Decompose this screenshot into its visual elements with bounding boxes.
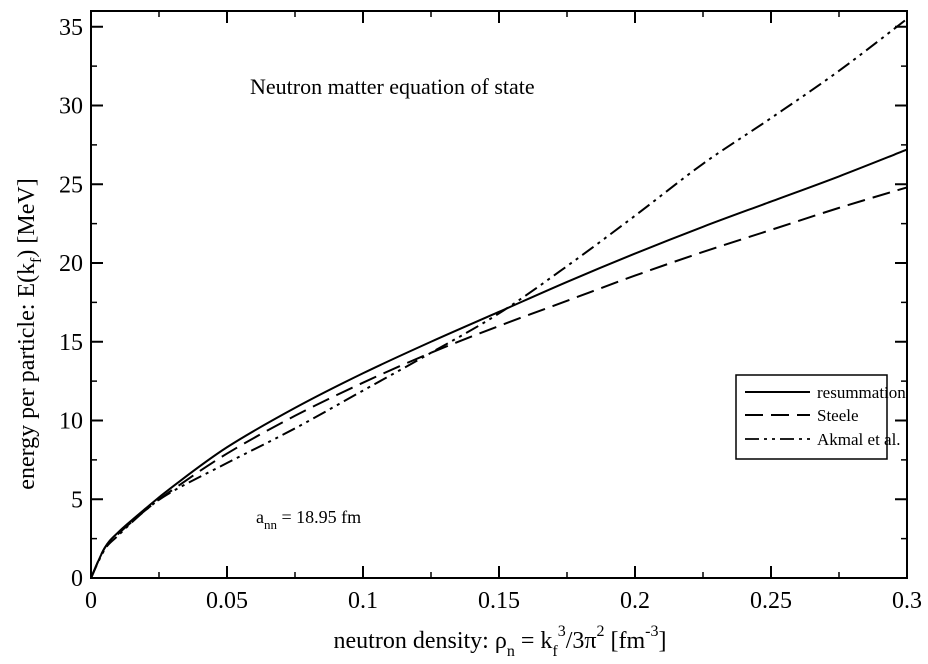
series-layer: [90, 18, 908, 579]
x-tick-label: 0.15: [478, 588, 520, 614]
legend-label-steele: Steele: [817, 406, 859, 425]
chart-title: Neutron matter equation of state: [250, 74, 535, 99]
legend: resummation Steele Akmal et al.: [735, 374, 906, 460]
y-tick-label: 30: [59, 94, 83, 120]
ticks-layer: 0 0.05 0.1 0.15 0.2 0.25 0.3 0 5 10 15 20 25 30 35: [59, 11, 922, 614]
x-axis-label: neutron density: ρn = kf3/3π2 [fm-3]: [334, 623, 667, 660]
y-axis-label: energy per particle: E(kf) [MeV]: [14, 178, 45, 489]
x-tick-label: 0.05: [206, 588, 248, 614]
y-tick-label: 35: [59, 15, 83, 41]
x-tick-label: 0.1: [348, 588, 378, 614]
legend-label-akmal: Akmal et al.: [817, 430, 901, 449]
y-tick-label: 5: [71, 487, 83, 513]
series-line-akmal-et-al: [90, 18, 908, 579]
y-tick-label: 15: [59, 330, 83, 356]
scattering-length-annotation: ann = 18.95 fm: [256, 507, 361, 532]
x-tick-label: 0.3: [892, 588, 922, 614]
series-line-resummation: [90, 148, 908, 579]
legend-box: [735, 374, 888, 460]
x-tick-label: 0.25: [750, 588, 792, 614]
x-tick-label: 0: [85, 588, 97, 614]
y-tick-label: 10: [59, 409, 83, 435]
x-tick-label: 0.2: [620, 588, 650, 614]
plot-frame: [90, 10, 908, 579]
y-tick-label: 25: [59, 172, 83, 198]
y-tick-label: 0: [71, 566, 83, 592]
y-tick-label: 20: [59, 251, 83, 277]
legend-label-resummation: resummation: [817, 383, 906, 402]
